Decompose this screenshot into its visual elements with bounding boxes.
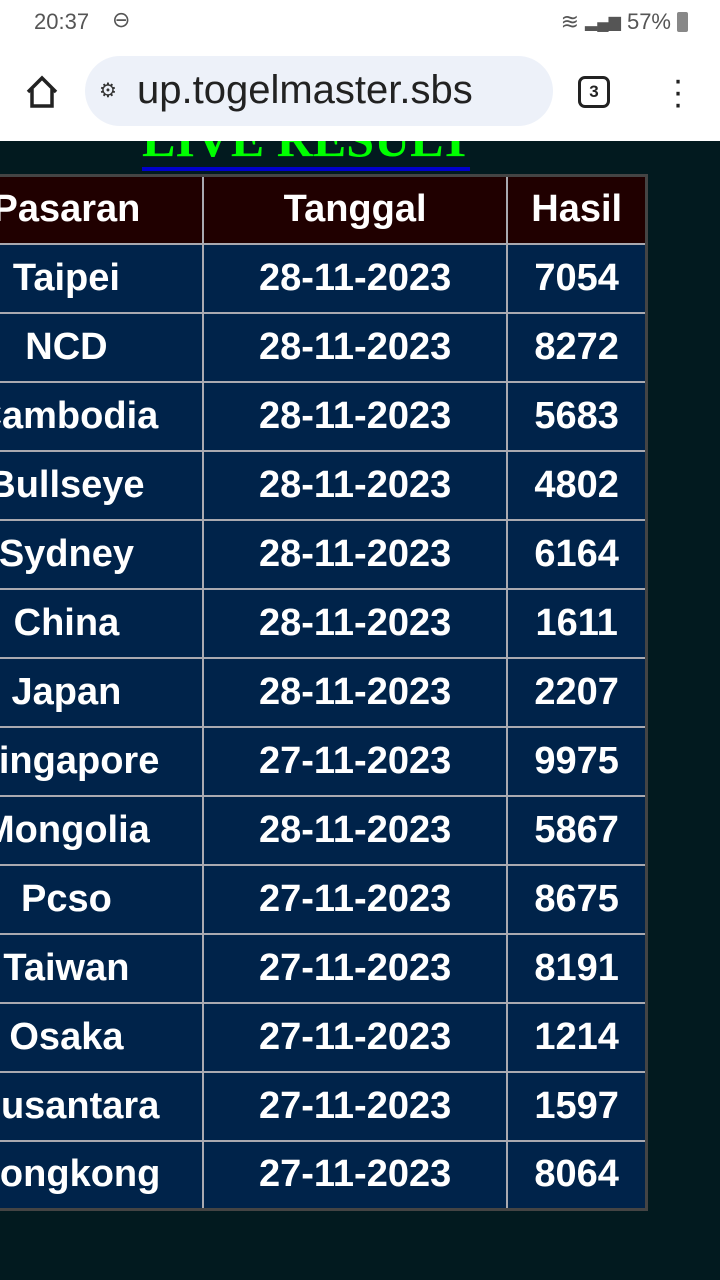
cell-date: 27-11-2023 <box>201 863 509 935</box>
table-header: Pasaran Tanggal Hasil <box>0 174 648 245</box>
cell-result: 6164 <box>506 518 648 590</box>
table-row: Bullseye 28-11-2023 4802 <box>0 449 648 521</box>
cell-market: China <box>0 587 204 659</box>
cell-result: 7054 <box>506 242 648 314</box>
cell-result: 4802 <box>506 449 648 521</box>
cell-result: 2207 <box>506 656 648 728</box>
cell-result: 9975 <box>506 725 648 797</box>
cell-result: 8272 <box>506 311 648 383</box>
cell-result: 1214 <box>506 1001 648 1073</box>
table-row: China 28-11-2023 1611 <box>0 587 648 659</box>
cell-date: 27-11-2023 <box>201 1001 509 1073</box>
battery-level: 57% <box>626 9 671 34</box>
cell-market: Osaka <box>0 1001 204 1073</box>
cell-market: Japan <box>0 656 204 728</box>
table-row: Taipei 28-11-2023 7054 <box>0 242 648 314</box>
cell-result: 5683 <box>506 380 648 452</box>
cell-date: 28-11-2023 <box>201 449 509 521</box>
cell-result: 1611 <box>506 587 648 659</box>
cell-date: 28-11-2023 <box>201 380 509 452</box>
results-table: Pasaran Tanggal Hasil Taipei 28-11-2023 70… <box>0 174 648 1211</box>
wifi-icon: ≋ <box>560 9 579 34</box>
cell-date: 28-11-2023 <box>201 587 509 659</box>
cell-market: NCD <box>0 311 204 383</box>
cell-market: Cambodia <box>0 380 204 452</box>
cell-market: Sydney <box>0 518 204 590</box>
home-icon[interactable] <box>22 72 62 112</box>
browser-toolbar: ⚙ up.togelmaster.sbs 3 · · · <box>0 44 720 141</box>
clock: 20:37 <box>34 9 90 34</box>
table-row: Japan 28-11-2023 2207 <box>0 656 648 728</box>
address-bar[interactable]: ⚙ up.togelmaster.sbs <box>85 56 553 126</box>
cell-date: 27-11-2023 <box>201 1139 509 1211</box>
cell-result: 8675 <box>506 863 648 935</box>
cell-result: 1597 <box>506 1070 648 1142</box>
table-row: Sydney 28-11-2023 6164 <box>0 518 648 590</box>
cell-market: Taipei <box>0 242 204 314</box>
status-bar: 20:37 ⊖ ≋ ▂▄▆ 57% <box>0 0 720 44</box>
table-row: Osaka 27-11-2023 1214 <box>0 1001 648 1073</box>
battery-icon <box>677 12 688 32</box>
cell-date: 28-11-2023 <box>201 518 509 590</box>
cell-market: Hongkong <box>0 1139 204 1211</box>
url-text[interactable]: up.togelmaster.sbs <box>137 68 473 112</box>
table-row: Taiwan 27-11-2023 8191 <box>0 932 648 1004</box>
cell-market: Singapore <box>0 725 204 797</box>
cell-date: 28-11-2023 <box>201 311 509 383</box>
page-title[interactable]: LIVE RESULT <box>142 141 472 171</box>
cell-date: 27-11-2023 <box>201 725 509 797</box>
table-row: NCD 28-11-2023 8272 <box>0 311 648 383</box>
cell-date: 28-11-2023 <box>201 794 509 866</box>
cell-market: Taiwan <box>0 932 204 1004</box>
cell-date: 28-11-2023 <box>201 656 509 728</box>
cell-market: Bullseye <box>0 449 204 521</box>
cell-market: Nusantara <box>0 1070 204 1142</box>
cell-date: 27-11-2023 <box>201 1070 509 1142</box>
table-row: Pcso 27-11-2023 8675 <box>0 863 648 935</box>
header-pasaran: Pasaran <box>0 174 204 245</box>
header-hasil: Hasil <box>506 174 648 245</box>
cell-date: 27-11-2023 <box>201 932 509 1004</box>
cell-result: 8191 <box>506 932 648 1004</box>
cell-result: 8064 <box>506 1139 648 1211</box>
header-tanggal: Tanggal <box>201 174 509 245</box>
more-menu-icon[interactable]: · · · <box>672 61 684 123</box>
cell-date: 28-11-2023 <box>201 242 509 314</box>
tab-switcher-button[interactable]: 3 <box>578 76 610 108</box>
dnd-icon: ⊖ <box>112 7 131 32</box>
page-content: LIVE RESULT Pasaran Tanggal Hasil Taipei… <box>0 141 720 1280</box>
cell-market: Mongolia <box>0 794 204 866</box>
signal-icon: ▂▄▆ <box>585 14 621 31</box>
cell-market: Pcso <box>0 863 204 935</box>
cell-result: 5867 <box>506 794 648 866</box>
site-settings-icon[interactable]: ⚙ <box>99 80 117 102</box>
